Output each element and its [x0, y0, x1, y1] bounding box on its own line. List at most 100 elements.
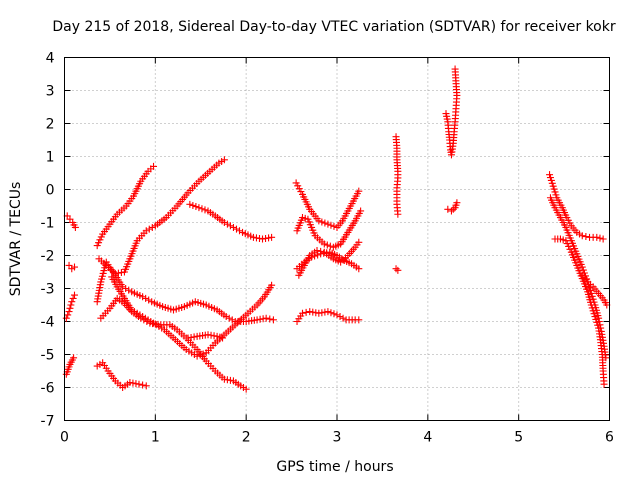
data-point — [562, 237, 570, 245]
data-point — [355, 265, 363, 273]
y-tick-label: -3 — [41, 282, 55, 298]
data-point — [70, 263, 78, 271]
data-point — [295, 185, 303, 193]
data-point — [229, 223, 237, 231]
data-point — [594, 321, 602, 329]
data-point — [563, 240, 571, 248]
data-point — [269, 316, 277, 324]
data-point — [593, 318, 601, 326]
data-point — [139, 381, 147, 389]
data-point — [268, 233, 276, 241]
data-point — [600, 380, 608, 388]
data-point — [222, 313, 230, 321]
data-point — [150, 162, 158, 170]
data-point — [126, 379, 134, 387]
data-point — [302, 308, 310, 316]
data-point — [198, 205, 206, 213]
data-point — [599, 235, 607, 243]
data-point — [225, 314, 233, 322]
data-point — [219, 334, 227, 342]
x-tick-label: 4 — [423, 430, 432, 446]
data-point — [189, 201, 197, 209]
data-point — [451, 65, 459, 73]
data-point — [145, 225, 153, 233]
data-point — [587, 301, 595, 309]
data-point — [324, 220, 332, 228]
data-point — [566, 245, 574, 253]
data-point — [142, 227, 150, 235]
data-point — [355, 316, 363, 324]
data-point — [242, 385, 250, 393]
data-point — [357, 207, 365, 215]
y-tick-label: 1 — [46, 150, 55, 166]
y-tick-label: -5 — [41, 348, 55, 364]
data-point — [317, 247, 325, 255]
data-point — [95, 239, 103, 247]
x-tick-label: 5 — [514, 430, 523, 446]
data-point — [226, 222, 234, 230]
data-point — [588, 304, 596, 312]
data-point — [297, 188, 305, 196]
data-point — [447, 207, 455, 215]
data-point — [62, 314, 70, 322]
data-point — [199, 350, 207, 358]
data-point — [67, 301, 75, 309]
data-point — [210, 332, 218, 340]
data-point — [142, 294, 150, 302]
data-point — [592, 315, 600, 323]
data-point — [327, 309, 335, 317]
data-point — [193, 352, 201, 360]
data-point — [71, 223, 79, 231]
data-point — [97, 233, 105, 241]
data-point — [201, 206, 209, 214]
data-point — [327, 221, 335, 229]
data-point — [294, 182, 302, 190]
data-point — [323, 241, 331, 249]
y-tick-label: -4 — [41, 315, 55, 331]
data-point — [546, 174, 554, 182]
x-tick-label: 3 — [333, 430, 342, 446]
data-point — [394, 266, 402, 274]
data-point — [355, 187, 363, 195]
x-axis-label: GPS time / hours — [276, 459, 393, 475]
data-point — [336, 313, 344, 321]
data-point — [549, 182, 557, 190]
data-point — [292, 179, 300, 187]
data-point — [70, 291, 78, 299]
data-point — [587, 289, 595, 297]
y-axis-label: SDTVAR / TECUs — [8, 182, 24, 297]
data-point — [298, 309, 306, 317]
data-point — [132, 380, 140, 388]
data-point — [268, 281, 276, 289]
data-point — [578, 263, 586, 271]
plot-frame — [64, 57, 610, 421]
y-tick-label: 4 — [46, 51, 55, 67]
data-point — [139, 293, 147, 301]
data-point — [220, 156, 228, 164]
data-point — [582, 233, 590, 241]
data-point — [339, 314, 347, 322]
data-point — [355, 238, 363, 246]
y-tick-label: 3 — [46, 84, 55, 100]
data-point — [593, 233, 601, 241]
data-point — [330, 310, 338, 318]
data-point — [394, 210, 402, 218]
data-point — [64, 311, 72, 319]
data-point — [69, 294, 77, 302]
y-tick-label: 0 — [46, 183, 55, 199]
data-point — [552, 191, 560, 199]
data-point — [145, 296, 153, 304]
y-tick-label: 2 — [46, 117, 55, 133]
data-point — [122, 285, 130, 292]
data-point — [330, 222, 338, 230]
data-point — [68, 298, 76, 306]
data-point — [253, 316, 261, 324]
x-tick-label: 6 — [605, 430, 614, 446]
data-point — [309, 308, 317, 316]
data-point — [578, 232, 586, 240]
data-point — [232, 225, 240, 233]
data-point — [65, 308, 73, 316]
data-point — [220, 219, 228, 226]
data-point — [551, 188, 559, 196]
data-point — [66, 304, 74, 312]
